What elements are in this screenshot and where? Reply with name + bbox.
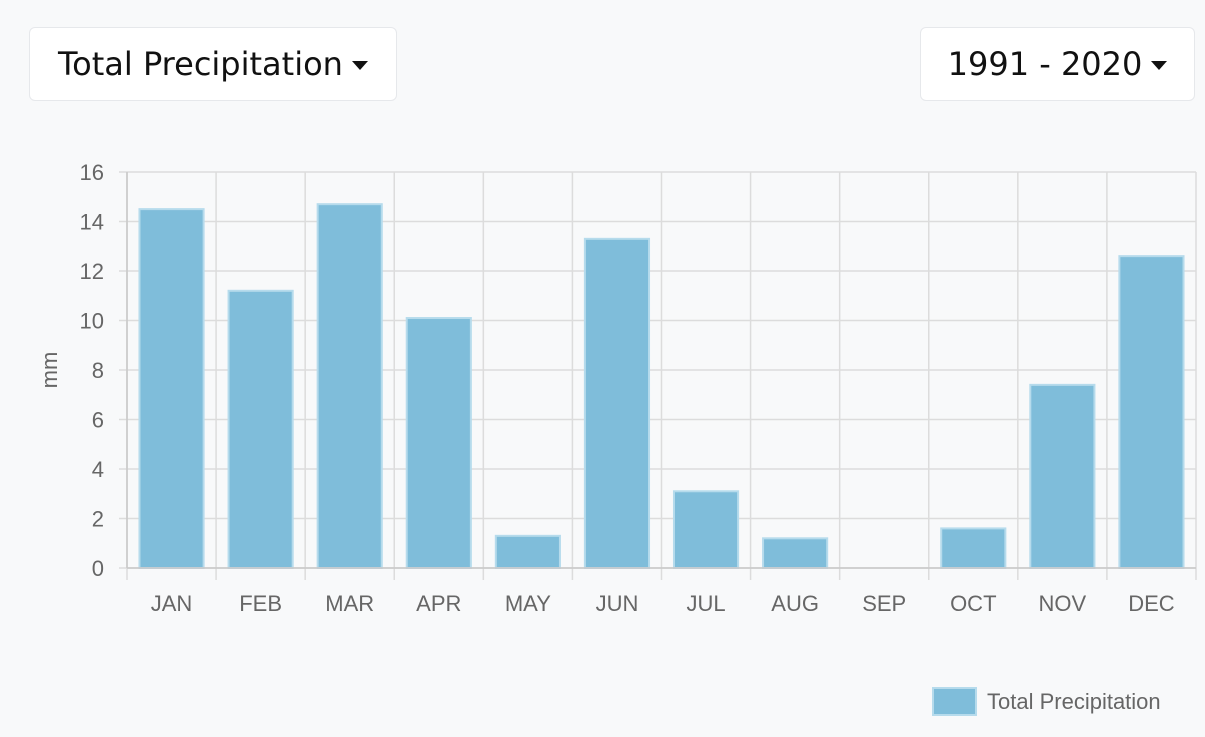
bar-may[interactable] [494,534,561,570]
bar-jun[interactable] [583,237,651,569]
y-tick-label: 6 [92,408,104,433]
bar-jan[interactable] [138,208,205,569]
y-tick-label: 14 [80,210,104,235]
metric-dropdown-label: Total Precipitation [58,45,343,83]
x-tick-label: JUN [596,591,639,616]
x-tick-label: JUL [686,591,725,616]
y-tick-label: 4 [92,457,104,482]
caret-down-icon [1151,60,1168,70]
axes: 0 2 4 6 8 10 12 14 16 JAN FEB MAR APR MAY JUN JUL AUG SEP… [80,160,1196,616]
bar-nov[interactable] [1029,383,1096,569]
x-tick-label: DEC [1128,591,1175,616]
legend-swatch [932,687,977,716]
x-tick-label: NOV [1039,591,1087,616]
metric-dropdown[interactable]: Total Precipitation [29,27,397,101]
x-tick-label: JAN [151,591,193,616]
period-dropdown[interactable]: 1991 - 2020 [920,27,1195,101]
x-tick-label: MAY [505,591,551,616]
bar-mar[interactable] [316,203,383,570]
x-tick-label: OCT [950,591,996,616]
y-tick-label: 12 [80,259,104,284]
bars [138,203,1185,570]
caret-down-icon [351,60,368,70]
y-tick-label: 10 [80,309,104,334]
period-dropdown-label: 1991 - 2020 [947,45,1143,83]
x-tick-label: APR [416,591,461,616]
y-tick-label: 0 [92,556,104,581]
legend[interactable]: Total Precipitation [932,687,1161,716]
x-tick-label: AUG [771,591,819,616]
x-tick-label: SEP [862,591,906,616]
y-tick-label: 8 [92,358,104,383]
bar-dec[interactable] [1118,255,1185,569]
bar-apr[interactable] [405,317,472,569]
y-tick-label: 16 [80,160,104,185]
y-tick-label: 2 [92,507,104,532]
legend-label: Total Precipitation [987,689,1161,714]
x-tick-label: FEB [239,591,282,616]
bar-oct[interactable] [940,527,1007,570]
bar-aug[interactable] [762,537,829,569]
bar-jul[interactable] [672,490,740,569]
x-tick-label: MAR [325,591,374,616]
y-axis-title: mm [37,352,62,389]
bar-feb[interactable] [227,289,294,569]
